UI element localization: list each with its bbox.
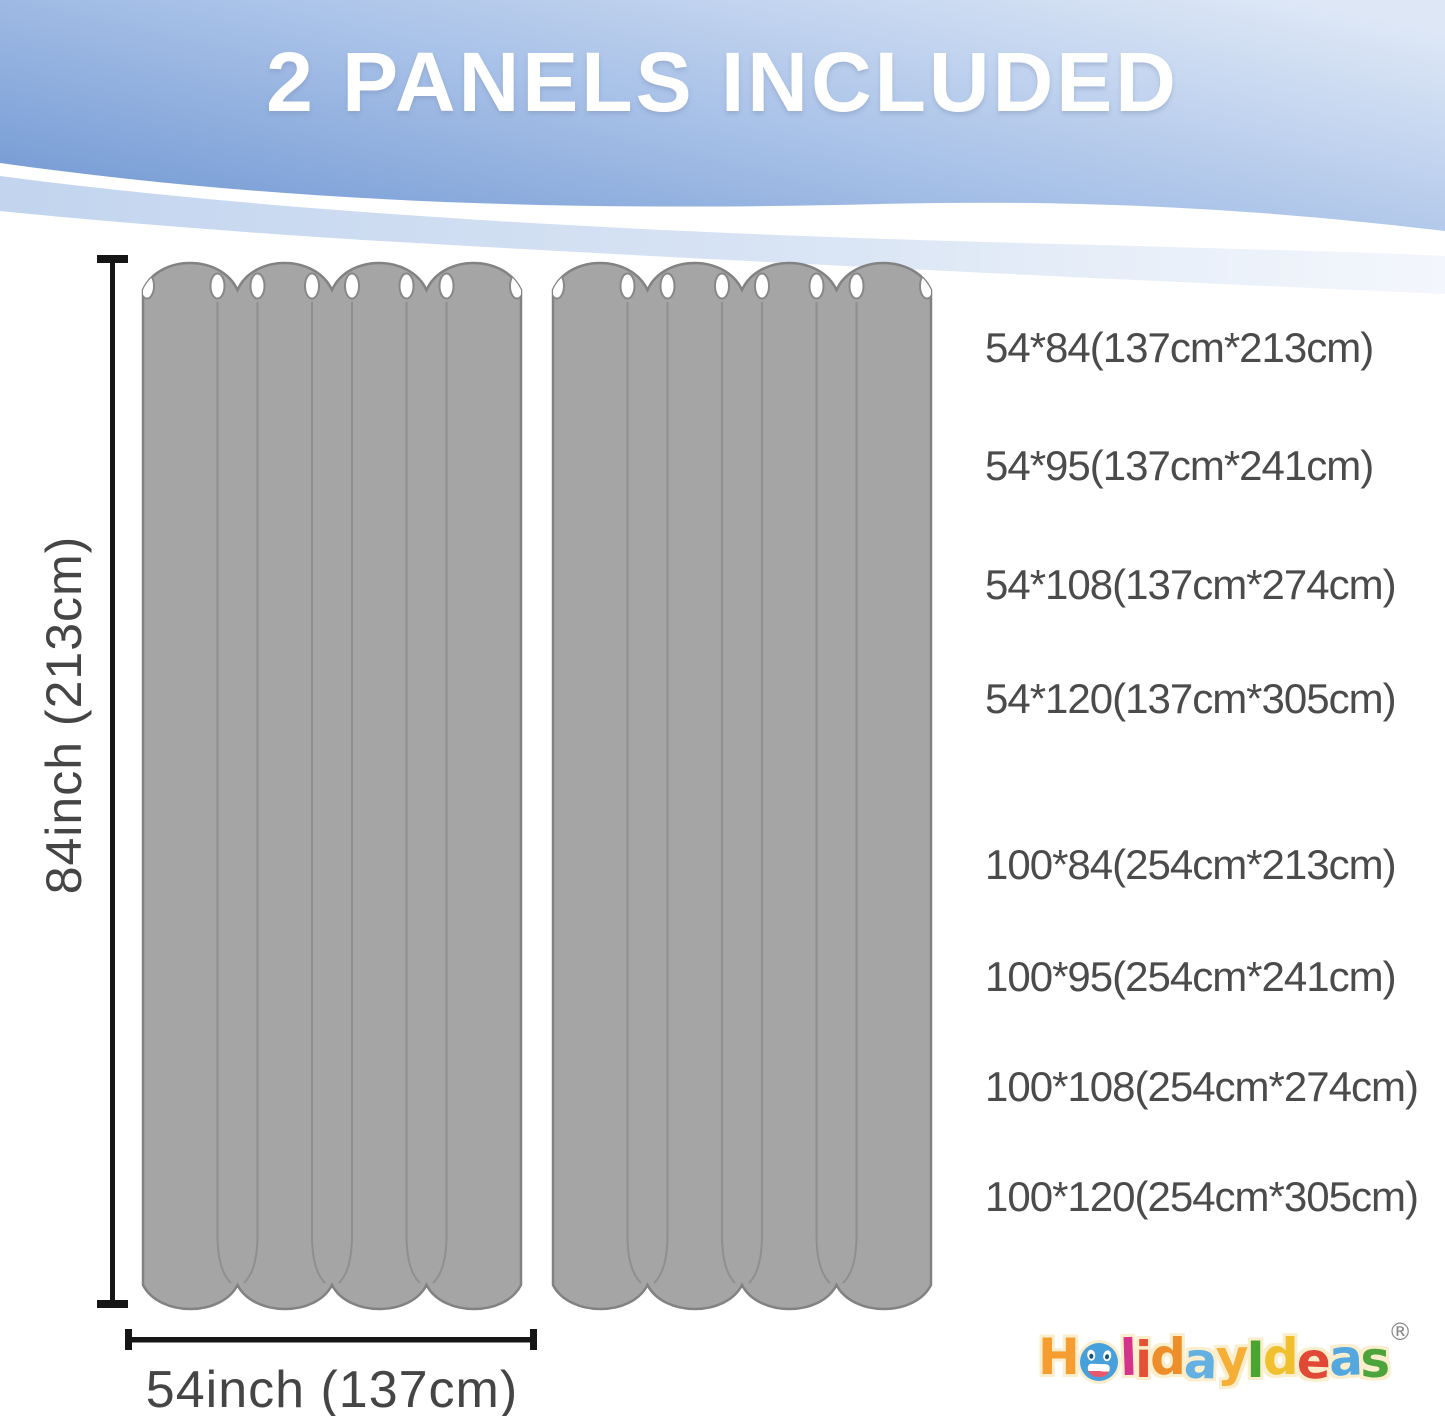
size-option: 54*120(137cm*305cm) — [985, 675, 1397, 722]
size-option: 54*108(137cm*274cm) — [985, 561, 1397, 608]
registered-trademark-symbol: ® — [1388, 1318, 1413, 1346]
logo-letter: a — [1182, 1331, 1217, 1391]
logo-letter: d — [1262, 1328, 1299, 1386]
curtain-panel-right — [550, 263, 934, 1309]
size-option: 54*84(137cm*213cm) — [985, 324, 1374, 371]
width-dimension-label: 54inch (137cm) — [145, 1361, 519, 1416]
logo-letter: l — [1118, 1328, 1137, 1388]
header-wave-decoration — [0, 0, 1445, 294]
size-option: 100*95(254cm*241cm) — [985, 953, 1397, 1000]
smiley-face-o-icon — [1079, 1342, 1119, 1382]
size-option: 100*120(254cm*305cm) — [985, 1173, 1419, 1220]
width-dimension-line — [125, 1329, 537, 1350]
logo-letter: H — [1038, 1328, 1080, 1386]
logo-letter: I — [1246, 1331, 1265, 1389]
size-option: 100*108(254cm*274cm) — [985, 1063, 1419, 1110]
header-banner: 2 PANELS INCLUDED — [0, 0, 1445, 300]
logo-letter: i — [1135, 1331, 1152, 1389]
curtain-panel-left — [140, 263, 524, 1309]
header-mainwave — [0, 0, 1445, 231]
logo-letter: e — [1295, 1331, 1330, 1391]
logo-letter: d — [1150, 1328, 1186, 1386]
header-underwave — [0, 176, 1445, 294]
height-dimension-line — [97, 255, 128, 1308]
size-option: 54*95(137cm*241cm) — [985, 442, 1374, 489]
logo-letter: s — [1360, 1331, 1390, 1389]
logo-letter: a — [1327, 1328, 1362, 1388]
page-title: 2 PANELS INCLUDED — [266, 35, 1179, 129]
height-dimension-label: 84inch (213cm) — [36, 535, 92, 895]
size-option: 100*84(254cm*213cm) — [985, 841, 1397, 888]
logo-letter: y — [1214, 1328, 1248, 1388]
